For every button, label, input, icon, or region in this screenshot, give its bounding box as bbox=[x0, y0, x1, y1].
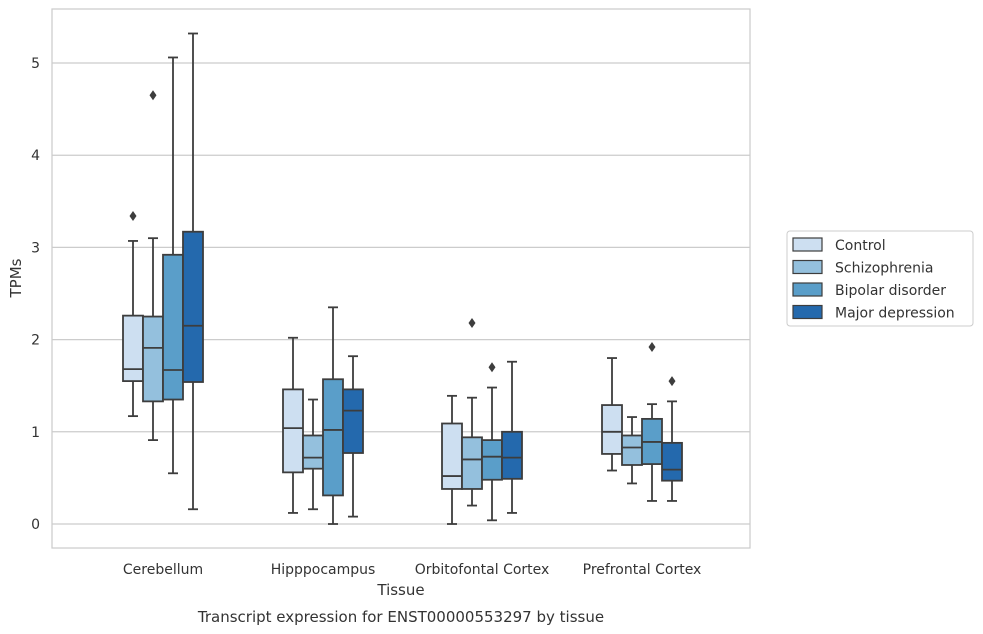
box-body bbox=[322, 378, 344, 497]
box-body bbox=[661, 441, 683, 482]
outlier-point-1 bbox=[129, 211, 137, 222]
box-body bbox=[621, 434, 643, 466]
legend-swatch-3 bbox=[792, 282, 823, 297]
legend: Control Schizophrenia Bipolar disorder Majo… bbox=[786, 230, 974, 327]
box-plots bbox=[122, 32, 683, 525]
box-body bbox=[481, 439, 503, 481]
box-4-4 bbox=[661, 376, 683, 502]
y-tick-label-0: 0 bbox=[31, 517, 40, 533]
legend-label-1: Control bbox=[835, 238, 886, 254]
y-tick-label-2: 2 bbox=[31, 333, 40, 349]
box-body bbox=[142, 315, 164, 403]
box-body bbox=[302, 434, 324, 470]
box-3-2 bbox=[322, 306, 344, 525]
y-tick-label-4: 4 bbox=[31, 148, 40, 164]
x-tick-label-3: Orbitofontal Cortex bbox=[415, 562, 550, 578]
outlier-point-1 bbox=[488, 362, 496, 373]
box-1-3 bbox=[441, 394, 463, 525]
y-tick-label-3: 3 bbox=[31, 240, 40, 256]
box-body bbox=[182, 230, 204, 383]
plot-background bbox=[52, 9, 750, 548]
y-tick-label-1: 1 bbox=[31, 425, 40, 441]
box-body bbox=[501, 430, 523, 480]
legend-label-3: Bipolar disorder bbox=[835, 283, 946, 299]
legend-label-2: Schizophrenia bbox=[835, 261, 933, 277]
box-4-2 bbox=[342, 355, 364, 518]
box-body bbox=[162, 253, 184, 401]
legend-label-4: Major depression bbox=[835, 306, 955, 322]
y-axis-label: TPMs bbox=[7, 258, 25, 298]
box-body bbox=[282, 388, 304, 474]
outlier-point-1 bbox=[468, 318, 476, 329]
legend-swatch-4 bbox=[792, 304, 823, 320]
box-3-3 bbox=[481, 362, 503, 522]
box-2-3 bbox=[461, 318, 483, 507]
legend-swatch-1 bbox=[792, 237, 823, 252]
x-axis-ticks: Cerebellum Hipppocampus Orbitofontal Corte… bbox=[123, 562, 701, 578]
x-tick-label-1: Cerebellum bbox=[123, 562, 203, 578]
box-1-4 bbox=[601, 357, 623, 472]
y-axis-ticks: 0 1 2 3 4 5 bbox=[31, 56, 40, 533]
box-body bbox=[441, 422, 463, 490]
box-body bbox=[461, 436, 483, 490]
plot-frame bbox=[51, 8, 751, 549]
chart-caption: Transcript expression for ENST0000055329… bbox=[197, 608, 604, 626]
x-axis-label: Tissue bbox=[376, 581, 424, 599]
box-body bbox=[601, 404, 623, 455]
box-1-1 bbox=[122, 211, 144, 418]
box-3-4 bbox=[641, 341, 663, 502]
box-body bbox=[122, 314, 144, 382]
outlier-point-1 bbox=[668, 376, 676, 387]
legend-frame bbox=[786, 230, 974, 327]
box-body bbox=[342, 388, 364, 454]
legend-swatch-2 bbox=[792, 259, 823, 275]
box-4-3 bbox=[501, 360, 523, 514]
y-tick-label-5: 5 bbox=[31, 56, 40, 72]
x-tick-label-2: Hipppocampus bbox=[271, 562, 376, 578]
box-4-1 bbox=[182, 32, 204, 511]
x-tick-label-4: Prefrontal Cortex bbox=[583, 562, 702, 578]
outlier-point-1 bbox=[149, 90, 157, 101]
box-1-2 bbox=[282, 336, 304, 514]
outlier-point-1 bbox=[648, 341, 656, 352]
